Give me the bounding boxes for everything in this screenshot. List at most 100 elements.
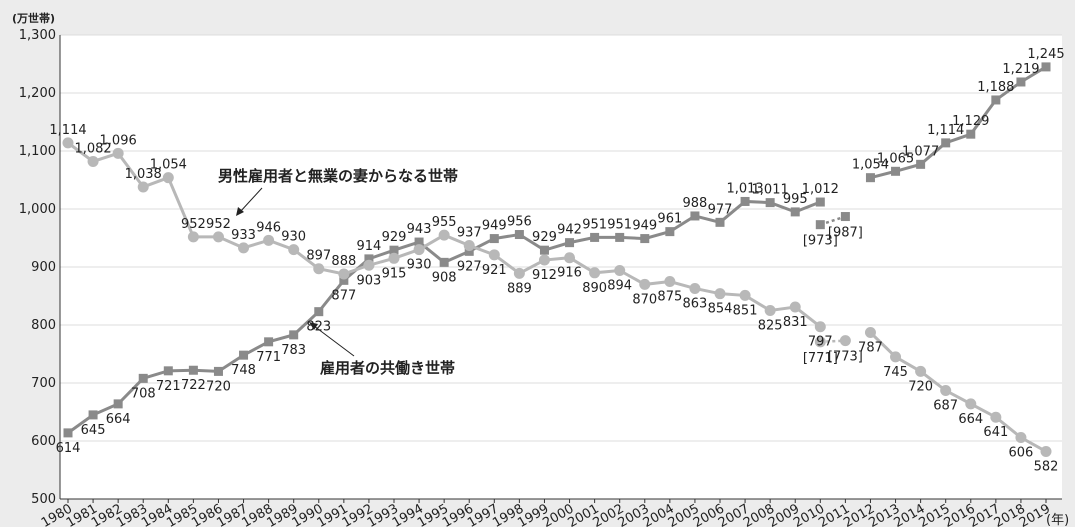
data-label: [987] — [828, 226, 863, 241]
data-label: 897 — [306, 249, 331, 264]
data-label: 943 — [407, 222, 432, 237]
data-label: 748 — [231, 363, 256, 378]
data-label: 930 — [281, 230, 306, 245]
data-point — [389, 245, 399, 255]
data-point — [138, 373, 148, 383]
data-label: 641 — [983, 425, 1008, 440]
y-tick-label: 800 — [31, 318, 56, 333]
data-label: 1,219 — [1002, 62, 1039, 77]
data-label: 823 — [306, 320, 331, 335]
data-point — [363, 259, 375, 271]
data-point — [965, 398, 977, 410]
data-label: 1,188 — [977, 80, 1014, 95]
data-label: 946 — [256, 220, 281, 235]
data-label: 720 — [206, 379, 231, 394]
data-point — [864, 327, 876, 339]
annotation-arrow-single-earner — [239, 187, 263, 213]
data-label: 1,012 — [802, 182, 839, 197]
data-point — [714, 288, 726, 300]
data-label: 914 — [357, 239, 382, 254]
data-point — [289, 330, 299, 340]
data-label: 952 — [181, 217, 206, 232]
data-label: 929 — [382, 230, 407, 245]
data-point — [1016, 77, 1026, 87]
data-point — [941, 138, 951, 148]
data-point — [338, 268, 350, 280]
data-label: 903 — [357, 273, 382, 288]
data-label: 1,077 — [902, 144, 939, 159]
data-point — [966, 129, 976, 139]
data-point — [489, 234, 499, 244]
data-label: 722 — [181, 378, 206, 393]
data-labels: 614 1,114 645 1,082 664 1,096 708 1,038 721 1,054… — [49, 47, 1064, 475]
data-point — [62, 137, 74, 149]
data-label: 951 — [607, 217, 632, 232]
data-point — [187, 231, 199, 243]
y-tick-label: 1,200 — [19, 86, 56, 101]
data-label: 921 — [482, 263, 507, 278]
series-line-dashed-0 — [819, 215, 846, 226]
data-point — [865, 173, 875, 183]
data-point — [539, 245, 549, 255]
data-label: 988 — [683, 196, 708, 211]
data-label: 687 — [933, 399, 958, 414]
data-label: 787 — [858, 341, 883, 356]
y-tick-label: 500 — [31, 492, 56, 507]
data-label: 1,065 — [877, 151, 914, 166]
data-label: 949 — [482, 219, 507, 234]
y-tick-label: 1,300 — [19, 28, 56, 43]
data-label: 1,114 — [49, 123, 86, 138]
data-point — [163, 366, 173, 376]
data-point — [88, 410, 98, 420]
data-label: 890 — [582, 281, 607, 296]
annotation-arrowhead-dual-earner — [309, 322, 318, 330]
data-point — [364, 254, 374, 264]
data-point — [916, 159, 926, 169]
data-label: 977 — [708, 202, 733, 217]
x-axis-label: (年) — [1046, 513, 1069, 527]
data-point — [940, 385, 952, 397]
data-label: [773] — [828, 350, 863, 365]
data-label: 951 — [582, 217, 607, 232]
data-point — [63, 428, 73, 438]
data-label: 606 — [1009, 446, 1034, 461]
data-point-special — [840, 212, 850, 222]
data-point-special — [815, 220, 825, 230]
data-point — [765, 198, 775, 208]
data-point — [590, 232, 600, 242]
data-point — [739, 289, 751, 301]
data-point — [891, 166, 901, 176]
y-tick-label: 1,000 — [19, 202, 56, 217]
series-markers — [62, 62, 1052, 457]
data-label: 664 — [106, 412, 131, 427]
data-label: 937 — [457, 226, 482, 241]
data-label: 1,245 — [1027, 47, 1064, 62]
data-point — [339, 275, 349, 285]
data-point — [565, 238, 575, 248]
data-label: 961 — [657, 212, 682, 227]
data-label: 1,114 — [927, 123, 964, 138]
data-point — [665, 227, 675, 237]
data-label: 995 — [783, 192, 808, 207]
data-point — [1041, 62, 1051, 72]
annotations: 男性雇用者と無業の妻からなる世帯 雇用者の共働き世帯 — [218, 167, 458, 377]
data-label: 1,054 — [852, 158, 889, 173]
data-point — [162, 172, 174, 184]
data-label: 927 — [457, 259, 482, 274]
data-label: 645 — [81, 423, 106, 438]
data-label: 664 — [958, 412, 983, 427]
data-label: 771 — [256, 350, 281, 365]
data-point — [915, 365, 927, 377]
data-label: 582 — [1034, 459, 1059, 474]
data-label: 783 — [281, 343, 306, 358]
data-point — [414, 237, 424, 247]
data-point — [789, 301, 801, 313]
data-point — [991, 95, 1001, 105]
data-point — [264, 337, 274, 347]
data-label: [973] — [803, 234, 838, 249]
data-label: 933 — [231, 228, 256, 243]
data-label: 1,082 — [74, 141, 111, 156]
data-point — [288, 244, 300, 256]
data-label: 908 — [432, 270, 457, 285]
data-label: 894 — [607, 278, 632, 293]
